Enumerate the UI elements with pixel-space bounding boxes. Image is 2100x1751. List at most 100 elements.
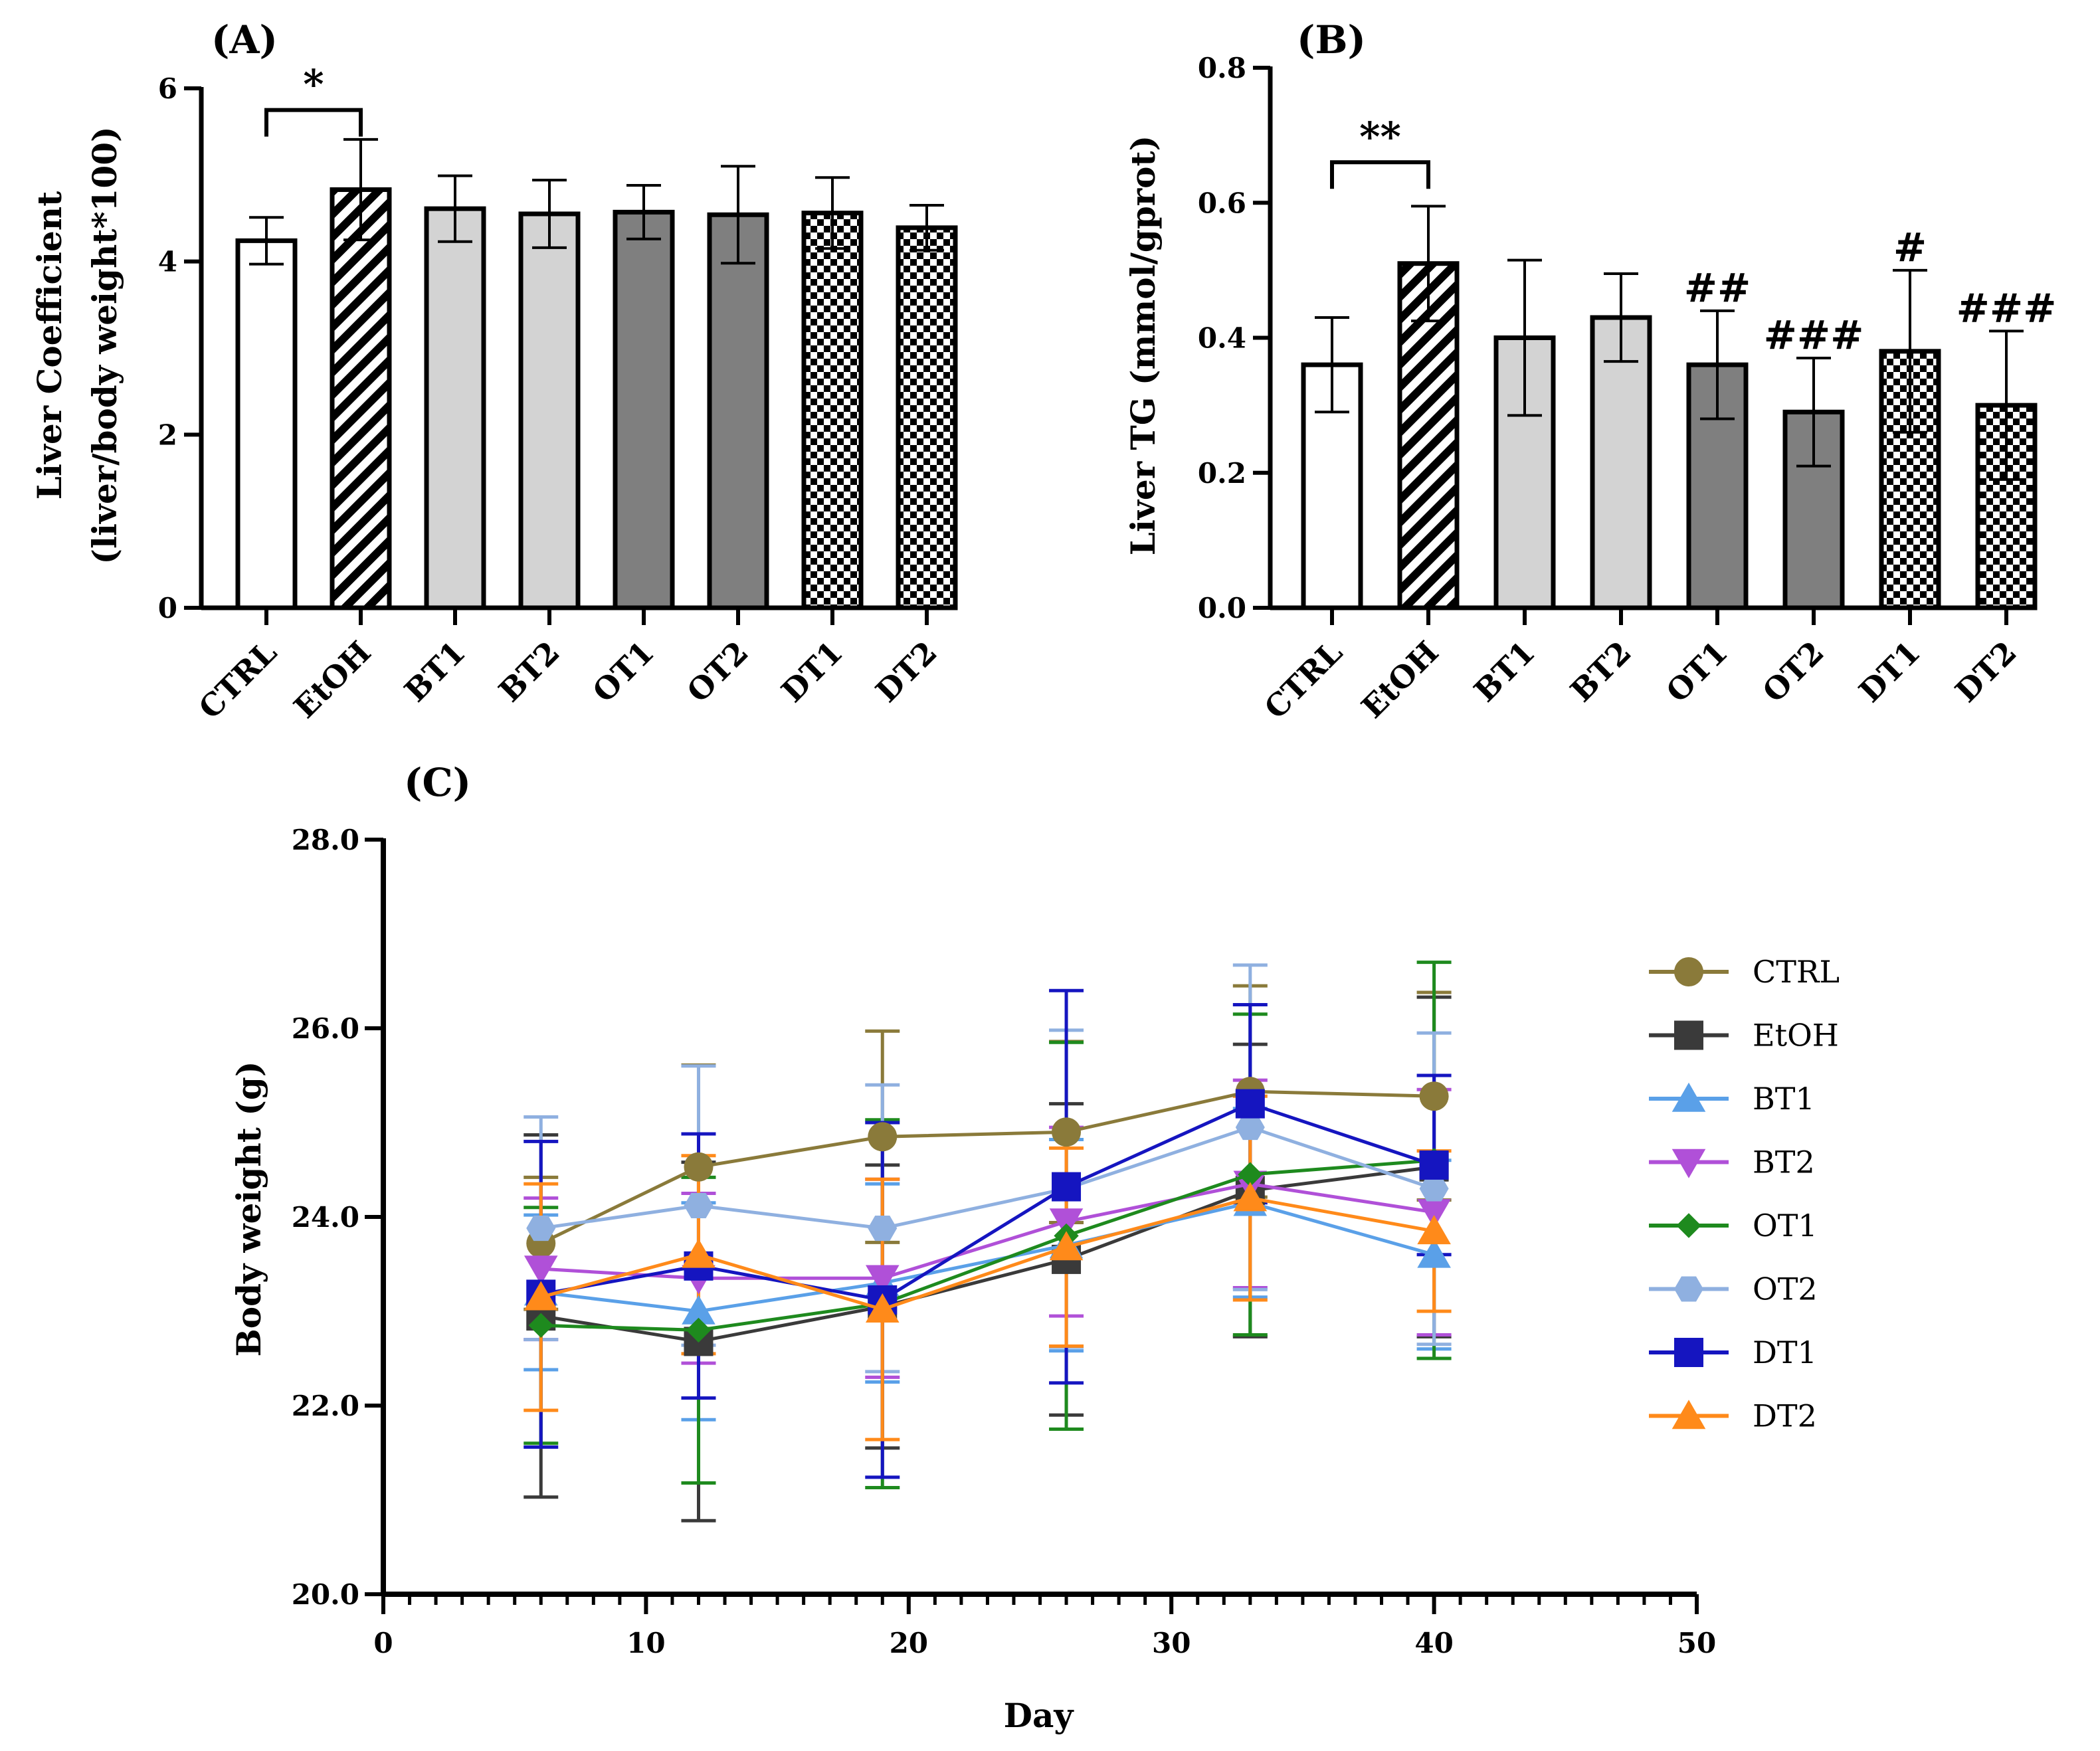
data-point — [682, 1238, 716, 1268]
x-tick-label-ot2: OT2 — [680, 634, 755, 709]
panel-c-label: (C) — [404, 760, 471, 805]
bar-ctrl — [235, 238, 298, 610]
series-line — [540, 1201, 1435, 1313]
data-point — [1419, 1176, 1449, 1202]
y-tick-label: 24.0 — [292, 1201, 359, 1234]
bar-bt1 — [424, 206, 486, 610]
data-point — [682, 1295, 716, 1325]
series-line — [540, 1165, 1434, 1343]
panel-c-lines: 20.0 22.0 24.0 26.0 28.0 0 10 20 30 40 50 — [292, 824, 1717, 1659]
data-point — [865, 1265, 900, 1295]
series-line — [540, 1101, 1435, 1302]
x-tick-label-etoh: EtOH — [287, 634, 378, 725]
significance-label: # — [1893, 225, 1927, 271]
legend-label: EtOH — [1753, 1018, 1839, 1054]
data-point — [1235, 1089, 1265, 1119]
series-line — [541, 1182, 1434, 1280]
y-tick-label: 0.6 — [1198, 187, 1246, 219]
legend-entry-dt2: DT2 — [1649, 1398, 1817, 1434]
data-point — [524, 1281, 558, 1311]
data-point — [1049, 1231, 1084, 1261]
data-point — [1052, 1117, 1082, 1147]
x-tick-label: 20 — [890, 1627, 928, 1659]
bar-dt2 — [896, 225, 958, 610]
x-tick-label-ctrl: CTRL — [1258, 634, 1349, 726]
significance-bracket — [264, 108, 363, 137]
significance-label: ### — [1764, 312, 1864, 359]
data-point — [1049, 1208, 1084, 1238]
data-point — [865, 1293, 900, 1323]
legend-entry-bt2: BT2 — [1649, 1145, 1815, 1180]
legend-label: DT1 — [1753, 1335, 1817, 1370]
legend-marker — [1671, 1082, 1706, 1112]
legend-marker — [1674, 1338, 1703, 1367]
legend-marker — [1676, 1213, 1701, 1238]
legend-label: BT2 — [1753, 1145, 1815, 1180]
legend-entry-ot1: OT1 — [1649, 1208, 1818, 1244]
x-tick-label: 50 — [1677, 1627, 1716, 1659]
y-tick-label: 0.2 — [1198, 457, 1246, 490]
y-tick-label: 0.0 — [1198, 592, 1246, 624]
y-tick-label: 26.0 — [292, 1012, 359, 1045]
bar-dt1 — [801, 211, 864, 610]
x-tick-label-dt2: DT2 — [1949, 634, 2024, 709]
data-point — [1417, 1199, 1451, 1229]
data-point — [1238, 1162, 1263, 1187]
series-ctrl — [526, 1077, 1449, 1258]
y-tick-label: 0 — [158, 592, 177, 624]
x-tick-label-ot1: OT1 — [585, 634, 660, 709]
bracket-label: * — [303, 62, 324, 108]
x-tick-label: 30 — [1152, 1627, 1191, 1659]
legend-entry-ctrl: CTRL — [1649, 954, 1840, 990]
x-tick-label-bt2: BT2 — [1563, 634, 1638, 709]
data-point — [684, 1152, 714, 1182]
x-tick-label-bt1: BT1 — [1467, 634, 1542, 709]
data-point — [1417, 1215, 1451, 1245]
panel-a-ylabel-line1: Liver Coefficient — [30, 191, 69, 500]
x-tick-label-dt1: DT1 — [1852, 634, 1927, 709]
y-tick-label: 28.0 — [292, 824, 359, 856]
x-tick-label: 10 — [626, 1627, 665, 1659]
panel-a-bars: 0 2 4 6 CTRL EtOH BT1 BT2 OT1 OT2 DT1 DT2 * — [158, 62, 958, 726]
y-tick-label: 6 — [158, 72, 177, 105]
data-point — [868, 1122, 898, 1152]
data-point — [526, 1215, 556, 1242]
data-point — [868, 1215, 898, 1242]
x-tick-label: 0 — [373, 1627, 393, 1659]
bar-bt2 — [518, 211, 581, 610]
significance-label: ### — [1957, 285, 2057, 331]
bracket-label: ** — [1359, 114, 1401, 160]
x-tick-label-dt1: DT1 — [775, 634, 850, 709]
panel-c-body-weight: (C) Body weight (g) Day 20.0 22.0 24.0 26.0… — [229, 760, 1840, 1735]
series-errors-etoh — [524, 995, 1452, 1522]
legend-label: BT1 — [1753, 1081, 1815, 1117]
series-bt2 — [524, 1170, 1451, 1295]
x-tick-label-ot1: OT1 — [1659, 634, 1734, 709]
legend-label: CTRL — [1753, 954, 1840, 990]
legend-marker — [1674, 1276, 1703, 1302]
data-point — [1235, 1115, 1265, 1141]
legend-label: DT2 — [1753, 1398, 1817, 1434]
x-tick-label-ot2: OT2 — [1755, 634, 1830, 709]
y-tick-label: 20.0 — [292, 1578, 359, 1611]
data-point — [1419, 1150, 1449, 1180]
legend-marker — [1671, 1149, 1706, 1178]
data-point — [524, 1255, 558, 1285]
series-line — [541, 1158, 1434, 1332]
data-point — [684, 1192, 714, 1219]
x-tick-label-bt1: BT1 — [397, 634, 472, 709]
panel-b-label: (B) — [1297, 17, 1366, 62]
x-tick-label-etoh: EtOH — [1355, 634, 1446, 725]
y-tick-label: 0.4 — [1198, 322, 1246, 355]
data-point — [528, 1313, 553, 1338]
series-line — [540, 1089, 1434, 1245]
series-dt2 — [524, 1182, 1451, 1323]
x-tick-label-bt2: BT2 — [492, 634, 567, 709]
legend-marker — [1674, 957, 1703, 986]
legend-marker — [1674, 1020, 1703, 1050]
significance-bracket — [1330, 160, 1430, 189]
legend-label: OT1 — [1753, 1208, 1818, 1244]
panel-c-legend: CTRL EtOH BT1 BT2 OT1 OT2 DT1 DT2 — [1649, 954, 1840, 1434]
bar-ot1 — [613, 209, 675, 610]
